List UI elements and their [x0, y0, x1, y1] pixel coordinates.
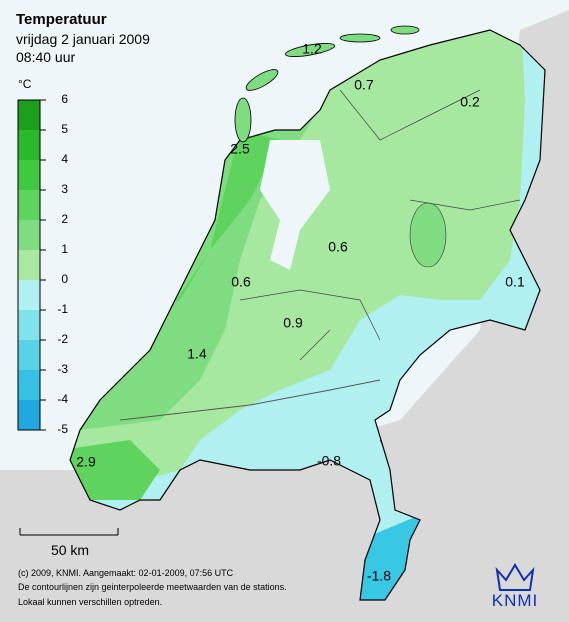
temperature-label: -1.8	[367, 568, 391, 584]
lake	[260, 140, 330, 270]
logo-text: KNMI	[492, 591, 539, 610]
island	[339, 33, 381, 43]
knmi-logo: KNMI	[492, 563, 539, 610]
color-band	[18, 250, 40, 280]
tick-label: 6	[61, 92, 68, 106]
color-band	[18, 370, 40, 400]
tick-label: 0	[61, 272, 68, 286]
tick-label: 3	[61, 182, 68, 196]
footer-line: Lokaal kunnen verschillen optreden.	[18, 597, 162, 607]
color-band	[18, 190, 40, 220]
tick-label: -4	[57, 392, 68, 406]
crown	[495, 563, 535, 591]
wadden-islands	[234, 25, 420, 143]
color-band	[18, 160, 40, 190]
color-band	[18, 100, 40, 130]
temperature-label: 0.9	[283, 315, 303, 331]
legend: 6 5 4 3 2 1 0 -1 -2 -3 -4 -5	[17, 92, 68, 436]
island	[234, 97, 252, 143]
map-labels: 1.2 0.7 0.2 2.5 0.6 0.6 0.1 0.9 1.4 2.9 -0.8 -1.8	[76, 41, 525, 584]
color-band	[18, 280, 40, 310]
temperature-label: 0.1	[505, 274, 525, 290]
color-band	[18, 310, 40, 340]
tick-label: -5	[57, 422, 68, 436]
tick-label: -1	[57, 302, 68, 316]
color-band	[18, 340, 40, 370]
unit: °C	[18, 77, 32, 91]
tick-label: -3	[57, 362, 68, 376]
river	[119, 379, 381, 421]
temperature-label: 0.2	[460, 94, 480, 110]
temperature-label: 1.2	[302, 41, 322, 57]
color-band	[18, 220, 40, 250]
zone-warmer	[120, 130, 280, 340]
province-border	[239, 89, 521, 481]
island	[284, 43, 336, 57]
tick-label: -2	[57, 332, 68, 346]
temperature-label: 0.6	[231, 274, 251, 290]
temperature-label: 1.4	[187, 346, 207, 362]
time: 08:40 uur	[16, 49, 75, 65]
island	[390, 25, 420, 35]
tick-label: 4	[61, 152, 68, 166]
border	[69, 29, 546, 601]
footer-line: De contourlijnen zijn geinterpoleerde me…	[18, 582, 287, 592]
color-band	[18, 400, 40, 430]
zone-warm	[409, 202, 447, 268]
temperature-label: 0.7	[354, 77, 374, 93]
tick-label: 5	[61, 122, 68, 136]
color-band	[18, 130, 40, 160]
date: vrijdag 2 januari 2009	[16, 31, 150, 47]
zone-warmer	[70, 440, 160, 500]
colorbar-frame	[17, 99, 41, 431]
tick-label: 2	[61, 212, 68, 226]
island	[245, 69, 279, 91]
scale-label: 50 km	[51, 542, 89, 558]
footer-line: (c) 2009, KNMI. Aangemaakt: 02-01-2009, …	[18, 568, 234, 578]
temperature-label: 0.6	[328, 239, 348, 255]
tick-label: 1	[61, 242, 68, 256]
temperature-label: 2.9	[76, 454, 96, 470]
temperature-label: -0.8	[317, 453, 341, 469]
temperature-label: 2.5	[230, 141, 250, 157]
title: Temperatuur	[16, 11, 107, 28]
